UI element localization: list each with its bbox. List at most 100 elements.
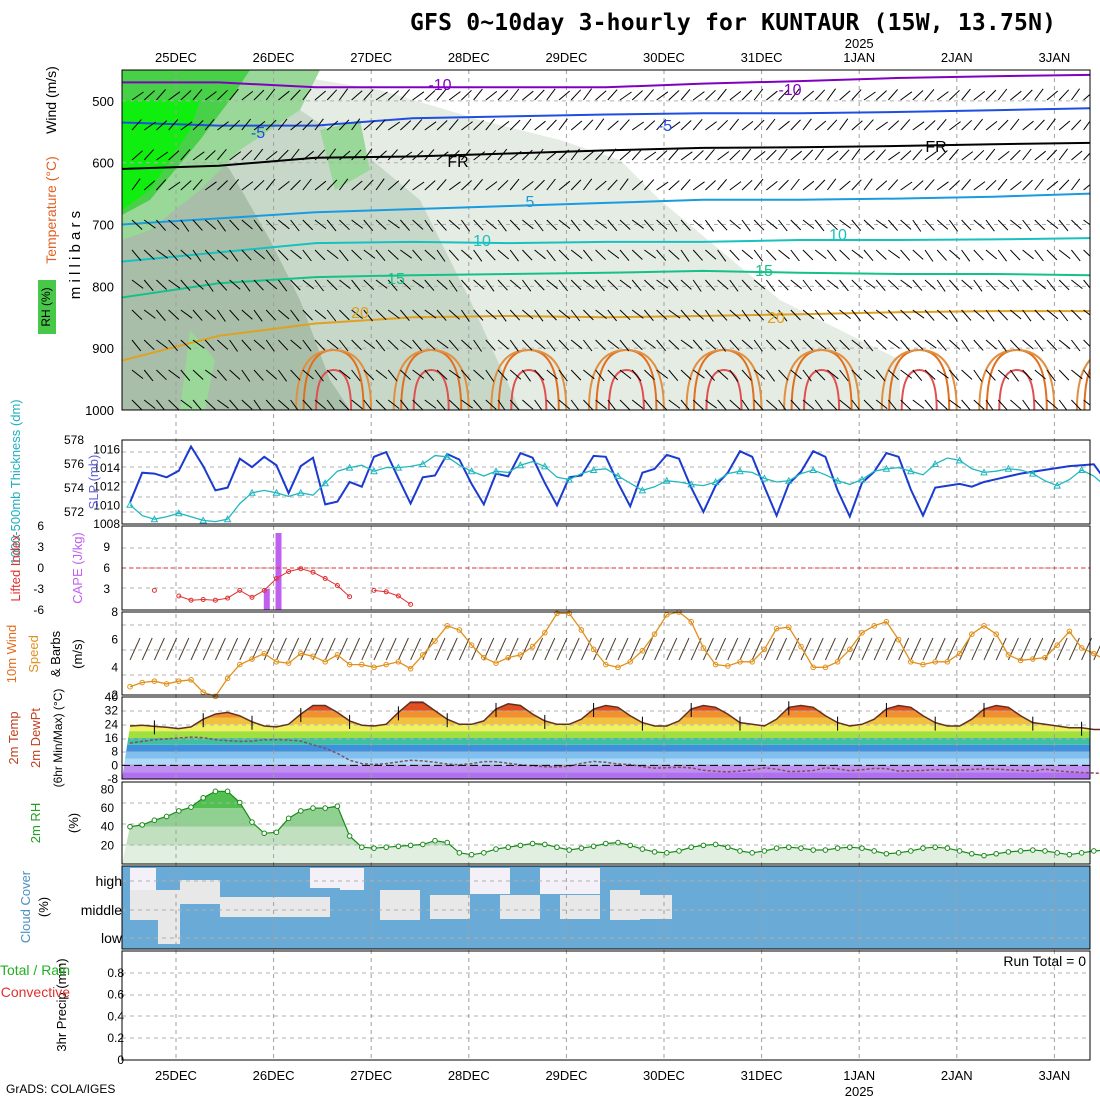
wind-barb [973,91,986,101]
wind-speed-point [444,623,451,629]
wind-barb [461,89,472,101]
wind-barb [326,279,338,291]
wind-barb [375,219,387,230]
wind-barb [192,120,204,131]
rh-point [395,843,402,850]
wind-barb [912,90,924,101]
wind-speed-point [798,643,804,650]
wind-barb [875,279,886,292]
cloud-level-label: middle [81,902,122,918]
wind-barb [729,339,740,351]
wind-barb [729,279,739,292]
wind-barb [1058,179,1070,191]
wind-barb [802,369,812,382]
wind-barb [741,339,753,350]
wind-barb [217,369,227,381]
wind-barb [546,399,557,410]
wind-barb [997,178,1008,191]
wind-barb [583,249,593,262]
wind-barb [595,180,607,191]
wind-barb [583,119,594,131]
wind-barb [1046,90,1059,101]
lifted-index-point [408,601,414,607]
wind-barb [351,149,362,161]
wind-barb [534,179,545,191]
wind-barb [570,309,581,322]
wind-barb [436,339,449,349]
rh-point [371,845,377,851]
wind-barb [753,219,765,231]
wind-barb [583,339,593,352]
wind-barb [900,150,912,161]
wind-barb [387,180,400,191]
surface-wind-barb [983,637,995,661]
wind-barb [558,118,568,131]
wind-barb [778,148,788,161]
wind-barb [1096,149,1100,160]
rh-point [456,850,463,856]
wind-barb [216,219,227,232]
thickness-marker [687,480,696,488]
wind-barb [412,339,422,352]
wind-barb [826,88,837,101]
wind-barb [644,219,654,231]
wind-barb [534,369,545,381]
wind-barb [997,119,1009,131]
wind-speed-point [932,659,939,665]
thickness-marker [272,488,281,496]
wind-barb [619,150,631,161]
lifted-index-point [298,566,304,572]
wind-barb [143,369,154,382]
wind-barb [680,339,693,349]
wind-barb [827,219,838,231]
wind-barb [924,151,937,161]
wind-barb [985,89,997,101]
wind-barb [778,219,788,232]
isotherm-line-4 [122,237,1090,263]
wind-barb [339,339,349,352]
wind-barb [497,148,508,161]
wind-barb [997,369,1010,380]
wind-barb [546,88,556,101]
thickness-marker [150,515,159,523]
wind-barb [522,149,533,161]
wind-speed-point [285,660,292,666]
wind-barb [156,339,168,349]
wind-barb [1010,90,1022,101]
wind-barb [1071,178,1081,191]
wind-barb [729,181,742,191]
wind-barb [253,279,264,291]
wind-barb [204,181,217,191]
rh-point [310,805,316,811]
wind-barb [741,179,753,191]
wind-barb [814,249,827,259]
date-label-bottom: 27DEC [350,1068,392,1083]
wind-barb [534,148,544,161]
wind-barb [1096,180,1100,190]
thickness-marker [223,515,232,523]
wind-barb [753,339,763,352]
wind-barb [766,181,778,191]
wind-barb [668,180,680,191]
wind-barb [595,249,607,261]
wind-barbs [131,88,1100,410]
wind-barb [363,369,375,381]
wind-barb [680,309,691,321]
date-label-top: 27DEC [350,50,392,65]
wind-barb [595,118,605,131]
wind-barb [863,279,876,289]
wind-speed-point [993,631,1000,637]
isotherm-label: 15 [755,263,773,280]
wind-speed-point [127,683,133,690]
wind-barb [485,339,496,351]
lifted-index-line [178,568,350,601]
wind-barb [851,89,862,101]
wind-barb [314,339,326,351]
wind-barb [790,279,803,290]
wind-barb [497,179,509,191]
warm-lobe-8-1 [978,348,1056,410]
wind-barb [156,89,166,101]
wind-barb [790,219,802,231]
wind-barb [229,339,239,352]
wind-barb [180,369,191,382]
